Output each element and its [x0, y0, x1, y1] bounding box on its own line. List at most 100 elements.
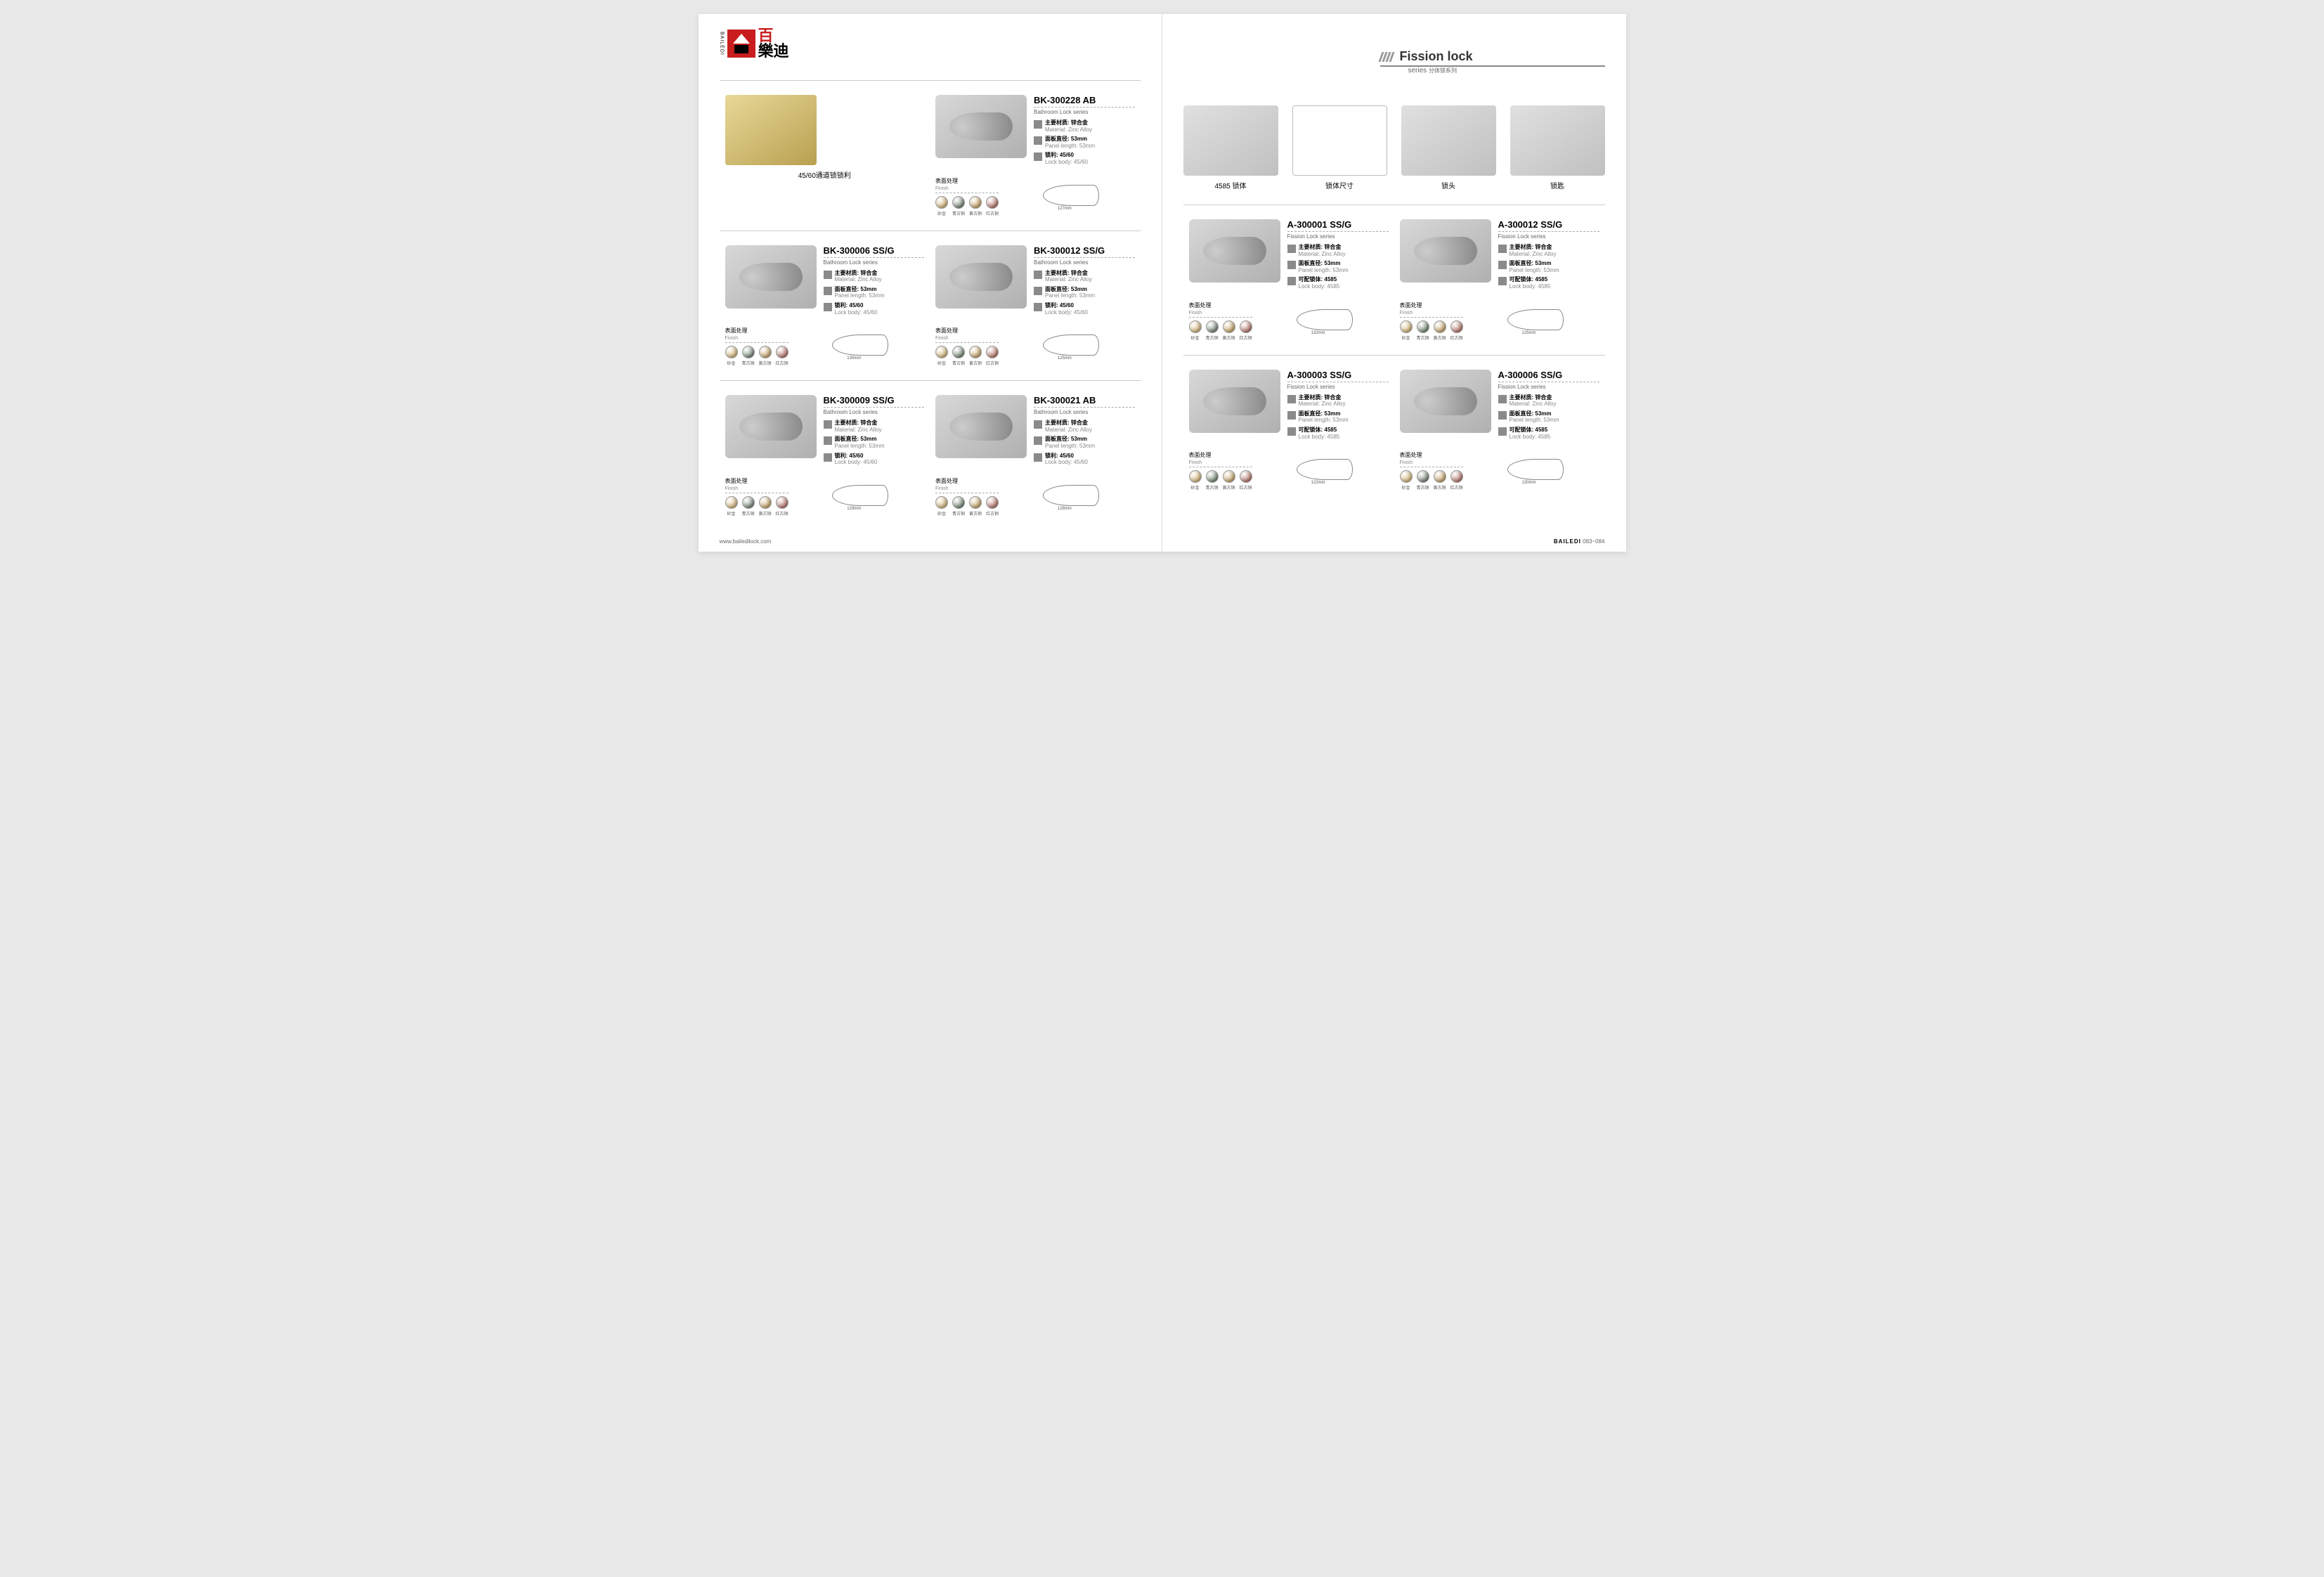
swatch: 红古铜: [986, 196, 999, 216]
swatch: 砂金: [935, 346, 948, 366]
brand-side-text: BAILEDI: [720, 32, 725, 56]
product-cell: BK-300006 SS/G Bathroom Lock series 主要材质…: [720, 245, 930, 367]
finish-row: 表面处理Finish 砂金青古铜黄古铜红古铜 127mm: [935, 174, 1135, 216]
product-sku: BK-300006 SS/G: [824, 245, 925, 258]
swatch: 砂金: [935, 496, 948, 517]
product-row: 45/60通道锁锁利 BK-300228 AB Bathroom Lock se…: [720, 80, 1141, 231]
finish-block: 表面处理Finish 砂金青古铜黄古铜红古铜: [1400, 451, 1463, 491]
finish-block: 表面处理Finish 砂金青古铜黄古铜红古铜: [725, 477, 788, 517]
dimension-diagram: 133mm: [797, 474, 924, 517]
handle-image: [1189, 219, 1280, 283]
swatch: 红古铜: [1450, 320, 1463, 341]
swatch: 黄古铜: [969, 496, 982, 517]
finish-block: 表面处理Finish 砂金青古铜黄古铜红古铜: [1189, 451, 1252, 491]
swatch: 红古铜: [1240, 470, 1252, 491]
finish-row: 表面处理Finish 砂金青古铜黄古铜红古铜 122mm: [1189, 448, 1389, 491]
swatch: 砂金: [1189, 320, 1202, 341]
handle-image: [1400, 219, 1491, 283]
swatch: 红古铜: [986, 346, 999, 366]
swatch: 砂金: [725, 346, 738, 366]
product-specs: A-300001 SS/G Fission Lock series 主要材质: …: [1287, 219, 1389, 293]
footer-url: www.bailedilock.com: [720, 538, 772, 545]
swatch: 青古铜: [952, 496, 965, 517]
product-cell: A-300006 SS/G Fission Lock series 主要材质: …: [1394, 370, 1605, 491]
spec-panel: 面板直径: 53mmPanel length: 53mm: [1287, 260, 1389, 273]
product-sku: BK-300012 SS/G: [1034, 245, 1135, 258]
brand-cn: 百 樂迪: [758, 28, 789, 59]
product-cell: BK-300021 AB Bathroom Lock series 主要材质: …: [930, 395, 1141, 517]
product-specs: A-300006 SS/G Fission Lock series 主要材质: …: [1498, 370, 1599, 443]
finish-row: 表面处理Finish 砂金青古铜黄古铜红古铜 125mm: [1400, 299, 1599, 341]
spec-body: 锁利: 45/60Lock body: 45/60: [824, 453, 925, 466]
product-subline: Bathroom Lock series: [824, 259, 925, 266]
product-cell: BK-300009 SS/G Bathroom Lock series 主要材质…: [720, 395, 930, 517]
product-row: A-300001 SS/G Fission Lock series 主要材质: …: [1183, 205, 1605, 355]
product-cell: A-300012 SS/G Fission Lock series 主要材质: …: [1394, 219, 1605, 341]
swatch: 青古铜: [1417, 470, 1429, 491]
spec-panel: 面板直径: 53mmPanel length: 53mm: [1034, 436, 1135, 449]
product-sku: A-300006 SS/G: [1498, 370, 1599, 382]
spec-body: 可配锁体: 4585Lock body: 4585: [1287, 276, 1389, 290]
keys-image: [1510, 105, 1605, 176]
spec-panel: 面板直径: 53mmPanel length: 53mm: [1287, 410, 1389, 424]
spec-body: 锁利: 45/60Lock body: 45/60: [824, 302, 925, 316]
spec-body: 锁利: 45/60Lock body: 45/60: [1034, 453, 1135, 466]
handle-image: [935, 95, 1027, 158]
swatch: 黄古铜: [1223, 470, 1235, 491]
dimension-diagram: 125mm: [1472, 299, 1599, 341]
spec-material: 主要材质: 锌合金Material: Zinc Alloy: [1034, 420, 1135, 433]
product-head: A-300001 SS/G Fission Lock series 主要材质: …: [1189, 219, 1389, 293]
finish-label: 表面处理Finish: [935, 327, 999, 343]
spec-panel: 面板直径: 53mmPanel length: 53mm: [1498, 260, 1599, 273]
latch-image: [725, 95, 817, 165]
catalog-spread: BAILEDI 百 樂迪 45/60通道锁锁利 BK-300228 AB Bat…: [699, 14, 1626, 552]
swatch: 黄古铜: [969, 346, 982, 366]
component-cylinder: 锁头: [1401, 105, 1496, 190]
spec-material: 主要材质: 锌合金Material: Zinc Alloy: [1498, 244, 1599, 257]
spec-body: 锁利: 45/60Lock body: 45/60: [1034, 152, 1135, 165]
product-specs: BK-300006 SS/G Bathroom Lock series 主要材质…: [824, 245, 925, 319]
page-left: BAILEDI 百 樂迪 45/60通道锁锁利 BK-300228 AB Bat…: [699, 14, 1162, 552]
product-head: BK-300012 SS/G Bathroom Lock series 主要材质…: [935, 245, 1135, 319]
spec-body: 可配锁体: 4585Lock body: 4585: [1498, 276, 1599, 290]
product-specs: A-300012 SS/G Fission Lock series 主要材质: …: [1498, 219, 1599, 293]
page-right: Fission lock series 分体锁系列 4585 锁体 锁体尺寸 锁…: [1162, 14, 1626, 552]
swatch: 黄古铜: [759, 496, 772, 517]
swatch: 黄古铜: [1223, 320, 1235, 341]
spec-body: 可配锁体: 4585Lock body: 4585: [1498, 427, 1599, 440]
finish-label: 表面处理Finish: [725, 477, 788, 493]
swatch: 红古铜: [776, 346, 788, 366]
product-subline: Fission Lock series: [1287, 233, 1389, 240]
spec-body: 可配锁体: 4585Lock body: 4585: [1287, 427, 1389, 440]
swatch: 青古铜: [952, 346, 965, 366]
product-specs: BK-300012 SS/G Bathroom Lock series 主要材质…: [1034, 245, 1135, 319]
finish-row: 表面处理Finish 砂金青古铜黄古铜红古铜 133mm: [725, 474, 925, 517]
swatch: 砂金: [1400, 320, 1413, 341]
finish-row: 表面处理Finish 砂金青古铜黄古铜红古铜 128mm: [935, 474, 1135, 517]
product-subline: Bathroom Lock series: [1034, 109, 1135, 115]
dimension-diagram: 130mm: [797, 324, 924, 366]
product-sku: BK-300009 SS/G: [824, 395, 925, 408]
latch-label: 45/60通道锁锁利: [725, 169, 925, 180]
house-icon: [727, 30, 755, 58]
spec-material: 主要材质: 锌合金Material: Zinc Alloy: [1498, 394, 1599, 408]
components-row: 4585 锁体 锁体尺寸 锁头 锁匙: [1183, 77, 1605, 205]
product-head: BK-300021 AB Bathroom Lock series 主要材质: …: [935, 395, 1135, 469]
finish-block: 表面处理Finish 砂金青古铜黄古铜红古铜: [725, 327, 788, 366]
spec-panel: 面板直径: 53mmPanel length: 53mm: [1034, 136, 1135, 149]
series-header: Fission lock series 分体锁系列: [1380, 49, 1605, 74]
swatch: 青古铜: [1206, 470, 1219, 491]
swatch: 红古铜: [986, 496, 999, 517]
component-dimension: 锁体尺寸: [1292, 105, 1387, 190]
dimension-diagram: [1292, 105, 1387, 176]
finish-row: 表面处理Finish 砂金青古铜黄古铜红古铜 132mm: [1189, 299, 1389, 341]
dimension-diagram: 132mm: [1261, 299, 1389, 341]
component-lockbody: 4585 锁体: [1183, 105, 1278, 190]
product-head: BK-300009 SS/G Bathroom Lock series 主要材质…: [725, 395, 925, 469]
finish-row: 表面处理Finish 砂金青古铜黄古铜红古铜 125mm: [935, 324, 1135, 366]
product-row: A-300003 SS/G Fission Lock series 主要材质: …: [1183, 355, 1605, 505]
product-specs: BK-300228 AB Bathroom Lock series 主要材质: …: [1034, 95, 1135, 169]
handle-image: [1400, 370, 1491, 433]
cylinder-image: [1401, 105, 1496, 176]
swatch: 红古铜: [1240, 320, 1252, 341]
